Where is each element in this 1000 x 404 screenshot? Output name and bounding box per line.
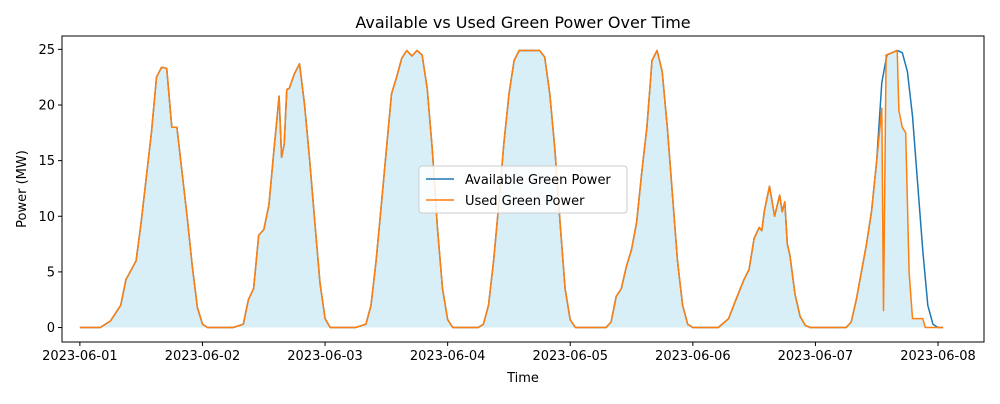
plot-frame <box>61 35 985 343</box>
x-tick-label: 2023-06-05 <box>532 349 608 364</box>
y-tick-label: 25 <box>38 43 55 58</box>
x-tick-label: 2023-06-06 <box>655 349 731 364</box>
legend-label-available: Available Green Power <box>465 173 611 188</box>
series-line-used <box>79 49 944 329</box>
x-tick-label: 2023-06-08 <box>900 349 976 364</box>
x-tick-label: 2023-06-01 <box>42 349 118 364</box>
x-tick-label: 2023-06-04 <box>410 349 486 364</box>
x-axis: 2023-06-01 2023-06-02 2023-06-03 2023-06-04… <box>42 342 976 364</box>
y-tick-label: 0 <box>47 321 55 336</box>
x-tick-label: 2023-06-02 <box>165 349 241 364</box>
y-tick-label: 15 <box>38 154 55 169</box>
legend-label-used: Used Green Power <box>465 194 585 209</box>
y-axis: 0 5 10 15 20 25 <box>38 43 62 336</box>
legend: Available Green Power Used Green Power <box>418 165 628 214</box>
y-tick-label: 5 <box>47 265 55 280</box>
legend-box <box>418 165 628 214</box>
x-tick-label: 2023-06-07 <box>778 349 854 364</box>
chart-title: Available vs Used Green Power Over Time <box>355 13 690 32</box>
series-layer <box>79 49 944 329</box>
y-tick-label: 20 <box>38 98 55 113</box>
x-tick-label: 2023-06-03 <box>287 349 363 364</box>
y-axis-label: Power (MW) <box>15 150 30 228</box>
y-tick-label: 10 <box>38 210 55 225</box>
x-axis-label: Time <box>506 371 539 386</box>
